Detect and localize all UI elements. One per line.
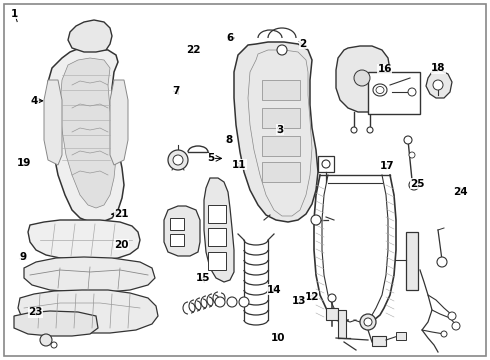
Circle shape <box>437 257 447 267</box>
Bar <box>406 232 418 290</box>
Circle shape <box>51 342 57 348</box>
Text: 24: 24 <box>453 186 468 197</box>
Text: 19: 19 <box>16 158 31 168</box>
Circle shape <box>408 88 416 96</box>
Text: 23: 23 <box>28 307 43 318</box>
Polygon shape <box>48 48 124 222</box>
Circle shape <box>40 334 52 346</box>
Text: 2: 2 <box>299 39 306 49</box>
Polygon shape <box>110 80 128 165</box>
Polygon shape <box>336 46 390 112</box>
Polygon shape <box>68 20 112 52</box>
Circle shape <box>364 318 372 326</box>
Polygon shape <box>28 220 140 260</box>
Circle shape <box>168 150 188 170</box>
Bar <box>262 108 300 128</box>
Text: 7: 7 <box>172 86 180 96</box>
Circle shape <box>433 80 443 90</box>
Bar <box>208 205 226 223</box>
Text: 6: 6 <box>227 33 234 43</box>
Polygon shape <box>204 178 234 282</box>
Bar <box>170 234 184 246</box>
Bar <box>372 336 386 346</box>
Bar <box>208 228 226 246</box>
Polygon shape <box>426 70 452 98</box>
Circle shape <box>215 297 225 307</box>
Text: 3: 3 <box>277 125 284 135</box>
Bar <box>170 218 184 230</box>
Circle shape <box>409 180 419 190</box>
Bar <box>368 72 420 114</box>
Bar <box>326 308 338 320</box>
Polygon shape <box>60 58 116 208</box>
Circle shape <box>239 297 249 307</box>
Text: 22: 22 <box>186 45 201 55</box>
Bar <box>262 162 300 182</box>
Bar <box>396 332 406 340</box>
Polygon shape <box>14 311 98 336</box>
Circle shape <box>367 127 373 133</box>
Circle shape <box>328 294 336 302</box>
Circle shape <box>448 312 456 320</box>
Circle shape <box>452 322 460 330</box>
Polygon shape <box>44 80 62 165</box>
Text: 1: 1 <box>11 9 18 19</box>
Circle shape <box>351 127 357 133</box>
Text: 5: 5 <box>207 153 214 163</box>
Text: 16: 16 <box>377 64 392 74</box>
Text: 15: 15 <box>196 273 211 283</box>
Text: 9: 9 <box>20 252 26 262</box>
Circle shape <box>354 70 370 86</box>
Circle shape <box>404 136 412 144</box>
Circle shape <box>322 160 330 168</box>
Bar <box>262 136 300 156</box>
Polygon shape <box>24 257 155 292</box>
Bar <box>338 310 346 338</box>
Bar <box>208 252 226 270</box>
Bar <box>262 80 300 100</box>
Text: 20: 20 <box>114 240 129 250</box>
Text: 13: 13 <box>292 296 306 306</box>
Text: 10: 10 <box>270 333 285 343</box>
Text: 12: 12 <box>304 292 319 302</box>
Circle shape <box>409 152 415 158</box>
Text: 14: 14 <box>267 285 282 295</box>
Circle shape <box>311 215 321 225</box>
Text: 21: 21 <box>114 209 129 219</box>
Text: 4: 4 <box>30 96 38 106</box>
Circle shape <box>173 155 183 165</box>
Circle shape <box>441 331 447 337</box>
Circle shape <box>360 314 376 330</box>
Polygon shape <box>234 42 318 222</box>
Text: 17: 17 <box>380 161 394 171</box>
Text: 18: 18 <box>431 63 446 73</box>
Text: 8: 8 <box>226 135 233 145</box>
Text: 25: 25 <box>410 179 425 189</box>
Polygon shape <box>164 206 200 256</box>
Polygon shape <box>18 290 158 333</box>
Bar <box>318 156 334 172</box>
Circle shape <box>227 297 237 307</box>
Circle shape <box>277 45 287 55</box>
Text: 11: 11 <box>232 160 246 170</box>
